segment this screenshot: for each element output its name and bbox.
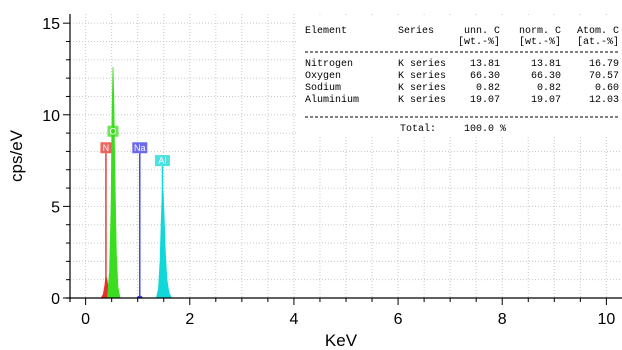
spectrum-peaks [100, 67, 173, 299]
badge-o [107, 125, 119, 137]
table-element-name: Oxygen [305, 71, 341, 82]
peak-o [107, 67, 121, 299]
table-header: Atom. C [577, 26, 619, 37]
badge-label-na: Na [134, 143, 146, 153]
y-tick-label: 15 [42, 16, 60, 33]
table-header: unn. C [464, 26, 500, 37]
x-tick-label: 2 [185, 311, 194, 328]
table-cell: 19.07 [470, 95, 500, 106]
table-header: norm. C [519, 26, 561, 37]
table-cell: 0.60 [595, 83, 619, 94]
x-tick-label: 0 [81, 311, 90, 328]
table-cell: 19.07 [531, 95, 561, 106]
y-tick-label: 5 [51, 199, 60, 216]
badge-label-al: Al [158, 156, 166, 166]
axes: 0 2 4 6 8 10 0 5 10 15 [42, 14, 622, 328]
badge-al [154, 155, 170, 167]
quantification-table: Element Series unn. C[wt.-%]norm. C[wt.-%]… [298, 16, 620, 136]
peak-al [155, 188, 173, 299]
y-tick-label: 0 [51, 291, 60, 308]
table-cell: K series [398, 70, 446, 82]
table-total-value: 100.0 % [464, 124, 506, 135]
badge-n [100, 142, 112, 154]
y-tick-label: 10 [42, 108, 60, 125]
table-cell: 66.30 [470, 71, 500, 82]
badge-label-n: N [103, 143, 110, 153]
table-total-label: Total: [400, 123, 436, 135]
table-cell: 0.82 [476, 83, 500, 94]
x-tick-label: 8 [498, 311, 507, 328]
table-background [298, 16, 620, 136]
table-cell: K series [398, 58, 446, 70]
table-cell: 70.57 [589, 71, 619, 82]
table-header-unit: [wt.-%] [519, 36, 561, 48]
element-badges: NO Na Al [100, 125, 170, 167]
badge-na [132, 142, 148, 154]
x-tick-label: 6 [394, 311, 403, 328]
table-cell: K series [398, 94, 446, 106]
x-axis-label: KeV [325, 331, 358, 350]
table-cell: 66.30 [531, 71, 561, 82]
y-axis-label: cps/eV [7, 129, 26, 182]
table-header-unit: [at.-%] [577, 36, 619, 48]
x-tick-label: 10 [597, 311, 615, 328]
table-cell: 16.79 [589, 59, 619, 70]
table-element-name: Sodium [305, 82, 341, 94]
table-cell: 0.82 [537, 83, 561, 94]
table-element-name: Aluminium [305, 94, 359, 106]
x-tick-label: 4 [289, 311, 298, 328]
badge-label-o: O [109, 126, 116, 136]
table-header-unit: [wt.-%] [458, 36, 500, 48]
table-header: Series [398, 25, 434, 37]
element-marker-lines [105, 136, 164, 298]
table-cell: 12.03 [589, 95, 619, 106]
table-element-name: Nitrogen [305, 58, 353, 70]
table-cell: K series [398, 82, 446, 94]
table-cell: 13.81 [531, 59, 561, 70]
table-header: Element [305, 25, 347, 37]
table-cell: 13.81 [470, 59, 500, 70]
